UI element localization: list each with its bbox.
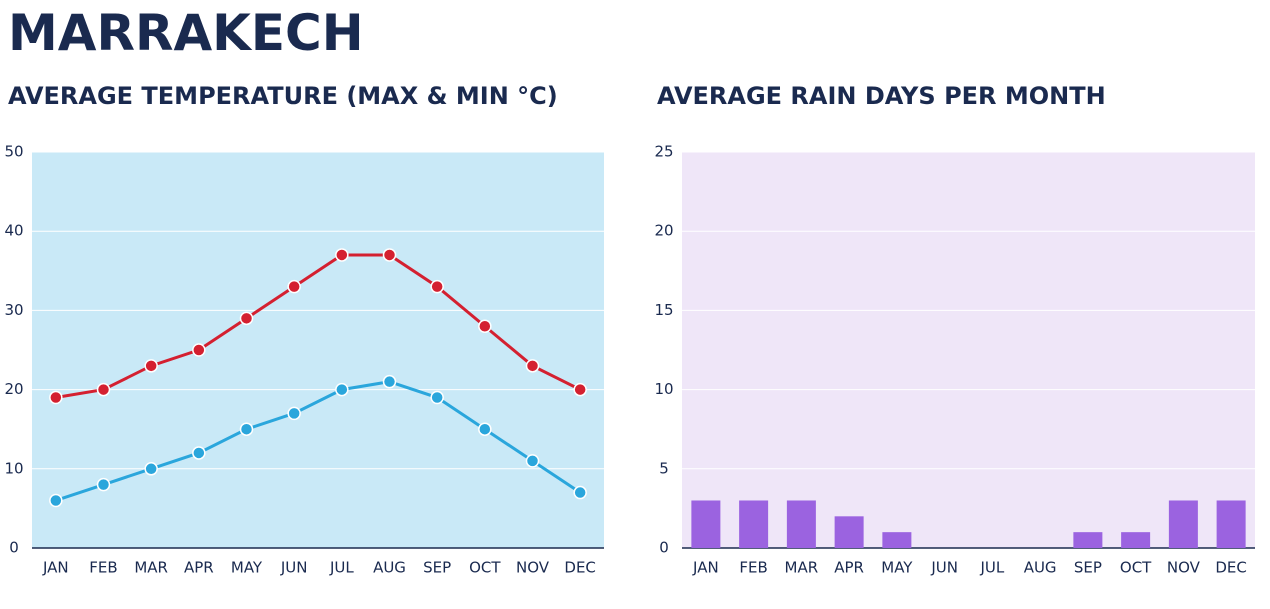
x-tick-label: NOV xyxy=(1167,559,1201,577)
y-tick-label: 5 xyxy=(659,459,669,477)
data-point xyxy=(335,382,349,397)
plot-area xyxy=(682,152,1255,548)
y-tick-label: 40 xyxy=(4,222,23,240)
y-tick-label: 25 xyxy=(654,143,673,161)
data-point xyxy=(525,359,540,373)
data-point xyxy=(335,248,349,262)
y-tick-label: 20 xyxy=(654,222,673,240)
data-point xyxy=(478,319,492,333)
data-point xyxy=(287,406,301,421)
data-point xyxy=(525,454,540,468)
bar xyxy=(1216,500,1246,548)
data-point xyxy=(287,279,301,294)
x-tick-label: FEB xyxy=(89,559,117,577)
x-tick-label: JUL xyxy=(979,559,1004,577)
data-point xyxy=(382,248,397,262)
data-point xyxy=(192,343,206,357)
y-tick-label: 50 xyxy=(4,143,23,161)
x-tick-label: MAR xyxy=(134,559,168,577)
data-point xyxy=(96,477,111,492)
series-line xyxy=(55,380,581,502)
data-point xyxy=(192,446,206,460)
bar xyxy=(786,500,816,548)
bar xyxy=(1168,500,1198,548)
x-tick-label: JAN xyxy=(42,559,69,577)
bar xyxy=(691,500,721,548)
y-tick-label: 15 xyxy=(654,301,673,319)
data-point xyxy=(478,422,492,436)
data-point xyxy=(49,390,63,405)
data-point xyxy=(430,279,444,294)
x-tick-label: SEP xyxy=(1074,559,1102,577)
x-tick-label: DEC xyxy=(564,559,596,577)
y-tick-label: 10 xyxy=(4,459,23,477)
data-point xyxy=(49,493,63,508)
x-tick-label: NOV xyxy=(516,559,550,577)
x-tick-label: APR xyxy=(184,559,214,577)
city-title: MARRAKECH xyxy=(8,4,364,62)
x-tick-label: SEP xyxy=(423,559,451,577)
bar xyxy=(1073,532,1103,548)
y-tick-label: 0 xyxy=(9,539,19,557)
x-tick-label: JUL xyxy=(329,559,354,577)
data-point xyxy=(239,422,254,436)
x-tick-label: JUN xyxy=(280,559,308,577)
data-point xyxy=(144,462,158,476)
x-tick-label: MAY xyxy=(231,559,263,577)
chart-title: AVERAGE TEMPERATURE (MAX & MIN °C) xyxy=(8,82,558,110)
chart-title: AVERAGE RAIN DAYS PER MONTH xyxy=(657,82,1106,110)
x-tick-label: OCT xyxy=(1120,559,1152,577)
data-point xyxy=(382,374,397,389)
y-tick-label: 20 xyxy=(4,380,23,398)
y-tick-label: 30 xyxy=(4,301,23,319)
x-tick-label: OCT xyxy=(469,559,501,577)
bar xyxy=(882,532,912,548)
data-point xyxy=(144,359,158,373)
data-point xyxy=(430,390,444,405)
x-tick-label: JAN xyxy=(692,559,719,577)
bar xyxy=(739,500,769,548)
data-point xyxy=(573,382,587,397)
data-point xyxy=(96,382,111,397)
y-tick-label: 10 xyxy=(654,380,673,398)
x-tick-label: AUG xyxy=(373,559,406,577)
data-point xyxy=(239,311,254,326)
x-tick-label: APR xyxy=(834,559,864,577)
x-tick-label: FEB xyxy=(739,559,767,577)
y-tick-label: 0 xyxy=(659,539,669,557)
bar xyxy=(1121,532,1151,548)
x-tick-label: AUG xyxy=(1024,559,1057,577)
x-tick-label: DEC xyxy=(1215,559,1247,577)
data-point xyxy=(573,485,587,500)
series-line xyxy=(55,253,581,399)
plot-area xyxy=(32,152,604,548)
x-tick-label: MAY xyxy=(881,559,913,577)
bar xyxy=(834,516,864,548)
x-tick-label: JUN xyxy=(930,559,958,577)
x-tick-label: MAR xyxy=(785,559,819,577)
